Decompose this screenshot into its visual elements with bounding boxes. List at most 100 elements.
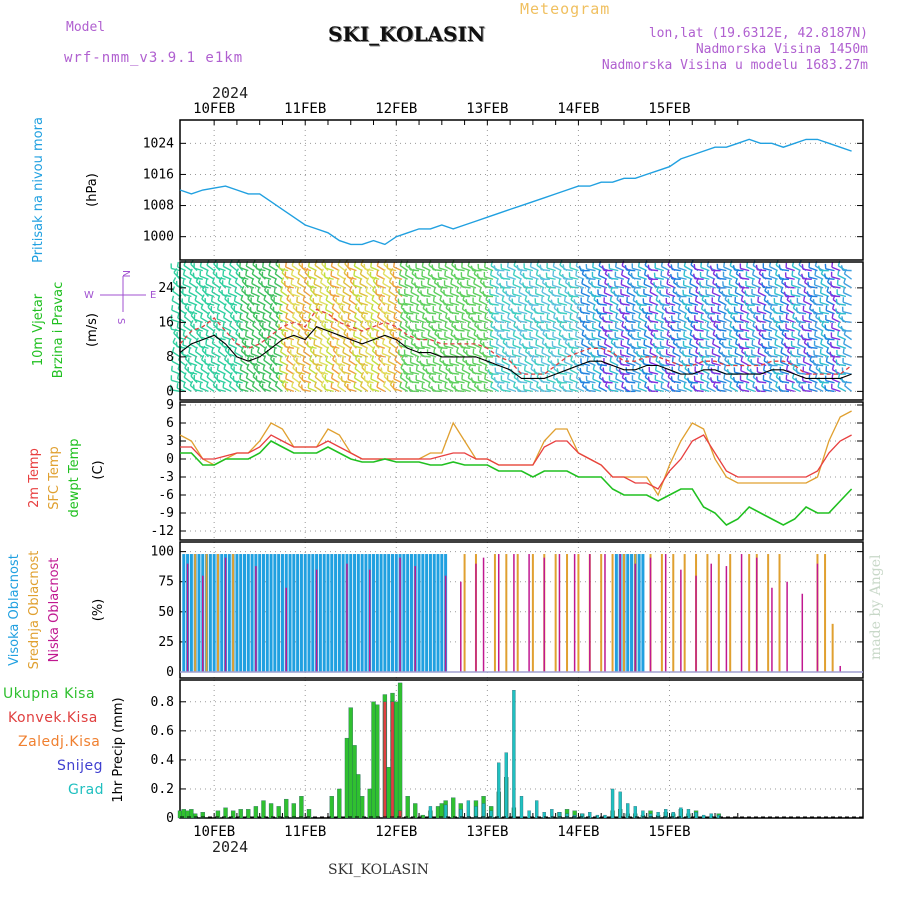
wind-barb (302, 318, 312, 324)
wind-barb (484, 388, 494, 393)
wind-barb (358, 301, 369, 306)
wind-barb-flag (761, 333, 764, 339)
wind-barb (711, 371, 721, 375)
wind-barb-flag (641, 368, 645, 374)
wind-barb (746, 326, 756, 332)
wind-barb-flag (712, 278, 715, 284)
wind-barb (802, 370, 812, 375)
wind-barb-flag (200, 303, 204, 309)
wind-barb-flag (337, 311, 342, 317)
wind-barb (637, 275, 647, 280)
wind-barb (649, 268, 659, 272)
wind-barb-flag (683, 382, 686, 388)
wind-barb-flag (302, 356, 305, 362)
wind-barb (432, 371, 442, 375)
wind-barb-flag (461, 364, 465, 371)
wind-barb-flag (791, 382, 794, 388)
wind-barb (176, 336, 186, 341)
wind-barb (774, 353, 784, 358)
wind-barb (586, 380, 596, 384)
wind-barb (808, 346, 818, 349)
wind-barb (535, 344, 545, 349)
cloud-bar (778, 554, 781, 672)
wind-barb-flag (761, 342, 764, 349)
precip-bar (253, 806, 259, 819)
wind-barb (808, 285, 818, 289)
wind-barb (820, 292, 830, 298)
wind-barb (280, 290, 289, 298)
wind-barb (308, 368, 317, 375)
wind-barb (398, 293, 408, 298)
wind-barb (269, 316, 278, 323)
wind-barb (728, 293, 738, 298)
wind-barb-flag (484, 304, 488, 310)
wind-barb (410, 320, 420, 324)
sfc-temp-axis-title: SFC Temp (47, 446, 62, 510)
wind-barb-flag (172, 337, 176, 343)
wind-barb (313, 292, 323, 298)
wind-barb-flag (609, 347, 613, 353)
cloud-bar (224, 557, 227, 672)
wind-barb (614, 295, 625, 298)
wind-barb-flag (544, 342, 548, 348)
wind-barb-flag (745, 322, 748, 328)
wind-barb (478, 277, 488, 280)
wind-barb-flag (200, 364, 204, 370)
wind-barb (592, 266, 602, 272)
precip-bar (565, 813, 569, 819)
cloud-bar (375, 554, 379, 672)
wind-barb (512, 363, 522, 367)
wind-barb (717, 338, 727, 341)
wind-barb-flag (319, 277, 323, 283)
wind-barb (718, 300, 727, 306)
wind-barb-flag (516, 386, 519, 392)
wind-barb-flag (590, 342, 593, 348)
wind-barb-flag (455, 356, 458, 363)
wind-barb (171, 300, 181, 306)
precip-bar (397, 682, 403, 819)
wind-barb-flag (250, 287, 253, 294)
wind-barb (404, 344, 414, 349)
wind-barb-flag (831, 364, 835, 370)
wind-barb-flag (524, 295, 528, 301)
wind-barb-flag (681, 299, 684, 305)
wind-barb (598, 386, 608, 392)
x-tick-label-top: 12FEB (375, 101, 417, 117)
wind-barb (251, 334, 261, 341)
wind-barb (808, 337, 818, 341)
wind-barb (393, 266, 403, 272)
wind-barb-flag (699, 281, 702, 287)
wind-barb (808, 378, 818, 384)
cloud-bar (330, 554, 334, 672)
precip-bar (709, 813, 713, 819)
wind-barb (524, 267, 534, 272)
wind-barb-flag (655, 304, 658, 310)
wind-barb-flag (205, 330, 209, 336)
wind-barb (614, 285, 625, 289)
cloud-bar (463, 554, 466, 672)
cloud-bar (748, 554, 751, 672)
y-tick-label: -3 (158, 470, 174, 485)
wind-barb-flag (529, 383, 532, 389)
meteogram-label: Meteogram (520, 0, 611, 18)
wind-barb (792, 265, 801, 272)
wind-barb (466, 303, 477, 306)
wind-barb (843, 333, 853, 341)
wind-barb (467, 274, 477, 280)
wind-barb (734, 301, 744, 306)
wind-barb-flag (580, 288, 583, 294)
wind-barb-flag (501, 295, 505, 301)
wind-barb (250, 311, 260, 315)
wind-barb-flag (506, 261, 509, 268)
wind-barb-flag (704, 298, 707, 305)
wind-barb-flag (659, 290, 662, 296)
wind-barb-flag (501, 346, 505, 353)
wind-barb-flag (216, 304, 220, 310)
wind-barb (706, 344, 716, 349)
cloud-bar (273, 554, 277, 672)
cloud-bar (505, 554, 508, 672)
cloud-bar (725, 566, 728, 672)
wind-barb-flag (533, 368, 536, 374)
wind-barb-flag (637, 322, 640, 328)
precip-bar (215, 810, 221, 819)
